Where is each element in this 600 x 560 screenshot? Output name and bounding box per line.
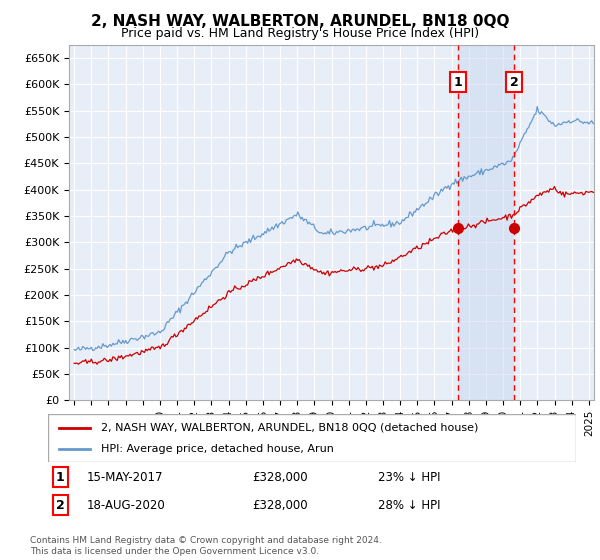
Text: 15-MAY-2017: 15-MAY-2017 [87,470,163,484]
Text: 1: 1 [56,470,64,484]
Text: 18-AUG-2020: 18-AUG-2020 [87,498,166,512]
Text: Contains HM Land Registry data © Crown copyright and database right 2024.
This d: Contains HM Land Registry data © Crown c… [30,536,382,556]
Text: £328,000: £328,000 [252,498,308,512]
Text: 1: 1 [454,76,463,88]
Text: 23% ↓ HPI: 23% ↓ HPI [378,470,440,484]
Bar [458,45,514,400]
Text: 28% ↓ HPI: 28% ↓ HPI [378,498,440,512]
Text: 2, NASH WAY, WALBERTON, ARUNDEL, BN18 0QQ: 2, NASH WAY, WALBERTON, ARUNDEL, BN18 0Q… [91,14,509,29]
Text: 2, NASH WAY, WALBERTON, ARUNDEL, BN18 0QQ (detached house): 2, NASH WAY, WALBERTON, ARUNDEL, BN18 0Q… [101,423,478,433]
Text: 2: 2 [56,498,64,512]
Text: Price paid vs. HM Land Registry's House Price Index (HPI): Price paid vs. HM Land Registry's House … [121,27,479,40]
Text: HPI: Average price, detached house, Arun: HPI: Average price, detached house, Arun [101,444,334,454]
Text: 2: 2 [509,76,518,88]
Text: £328,000: £328,000 [252,470,308,484]
